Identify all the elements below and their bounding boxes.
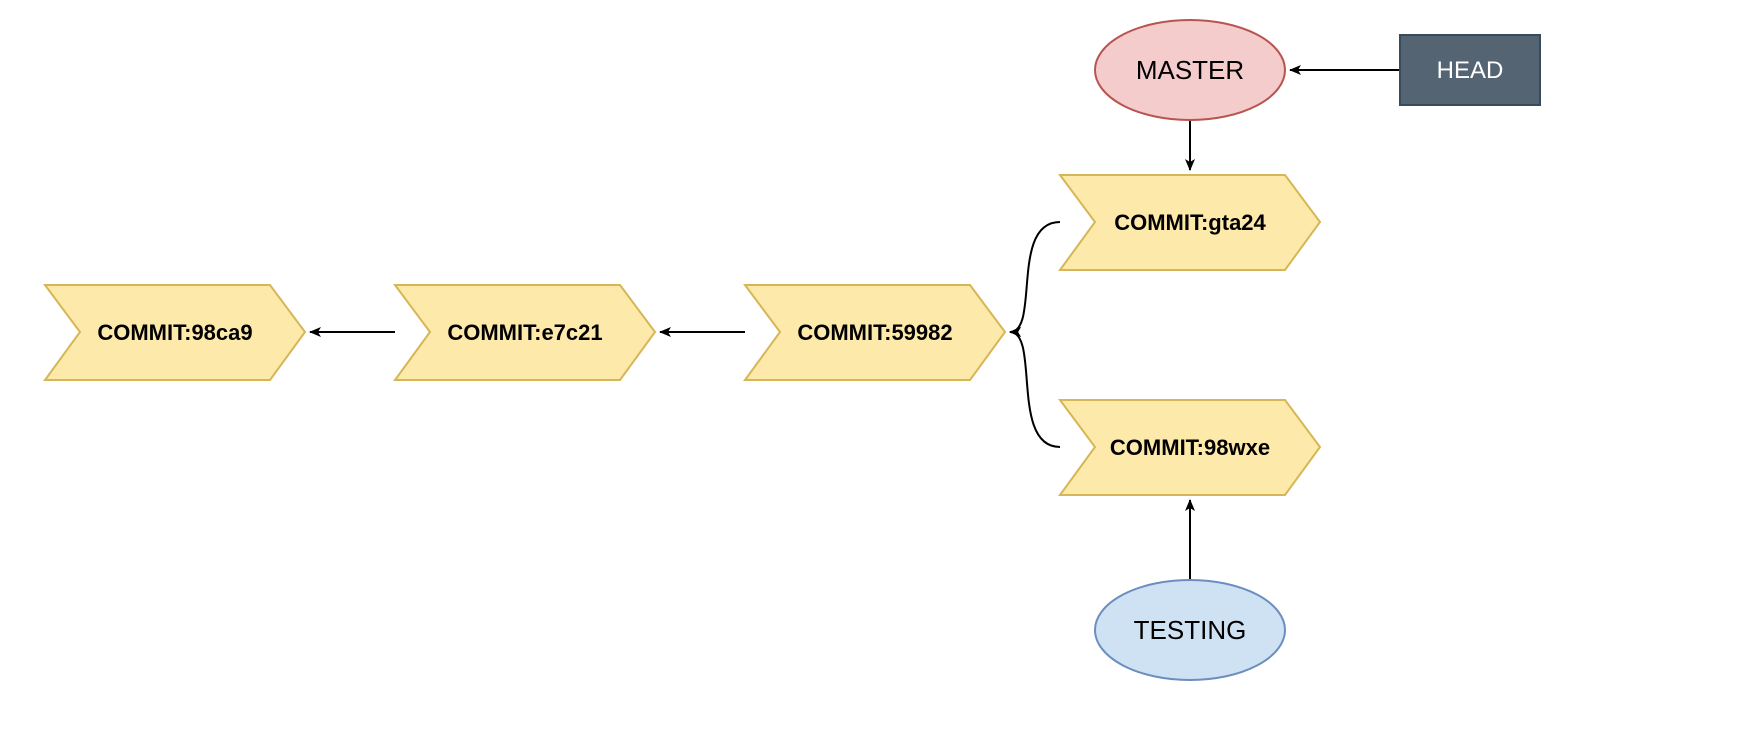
commit-98ca9: COMMIT:98ca9 xyxy=(45,285,305,380)
branch-master-label: MASTER xyxy=(1136,55,1244,85)
edge-c5-c3 xyxy=(1010,332,1060,447)
edge-c4-c3 xyxy=(1010,222,1060,332)
commit-98wxe: COMMIT:98wxe xyxy=(1060,400,1320,495)
branch-testing: TESTING xyxy=(1095,580,1285,680)
head-label: HEAD xyxy=(1437,57,1504,84)
branch-master: MASTER xyxy=(1095,20,1285,120)
commit-e7c21: COMMIT:e7c21 xyxy=(395,285,655,380)
commit-59982-label: COMMIT:59982 xyxy=(797,320,952,345)
head-pointer: HEAD xyxy=(1400,35,1540,105)
branch-testing-label: TESTING xyxy=(1134,615,1247,645)
commit-98wxe-label: COMMIT:98wxe xyxy=(1110,435,1270,460)
commit-98ca9-label: COMMIT:98ca9 xyxy=(97,320,252,345)
commit-gta24-label: COMMIT:gta24 xyxy=(1114,210,1266,235)
commit-e7c21-label: COMMIT:e7c21 xyxy=(447,320,602,345)
commit-gta24: COMMIT:gta24 xyxy=(1060,175,1320,270)
git-commit-diagram: COMMIT:98ca9 COMMIT:e7c21 COMMIT:59982 C… xyxy=(0,0,1758,752)
commit-59982: COMMIT:59982 xyxy=(745,285,1005,380)
